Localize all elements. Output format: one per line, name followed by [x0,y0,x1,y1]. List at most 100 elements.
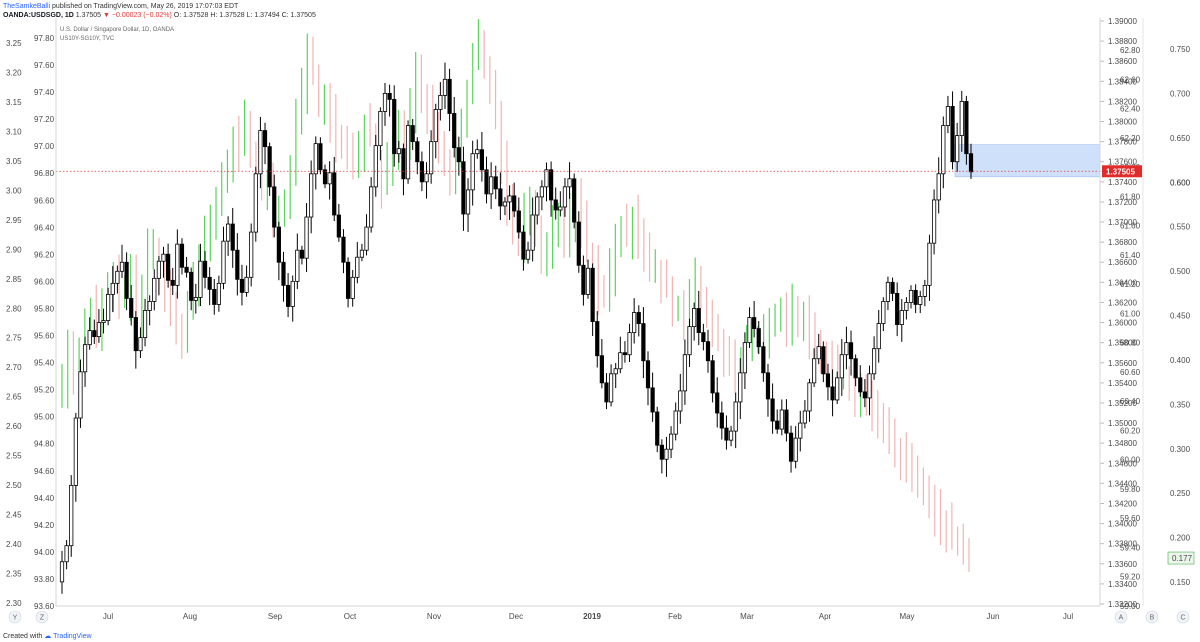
candle-body [705,341,711,362]
candle-body [881,301,886,324]
tradingview-brand[interactable]: TradingView [53,633,92,640]
candle-body [152,277,157,302]
right-price-tick: 1.34200 [1108,499,1137,508]
right-mid-tick: 61.00 [1120,309,1141,318]
candle-body [299,249,305,259]
right-price-tick: 1.37800 [1108,138,1137,147]
right-spread-tick: 0.500 [1170,267,1191,276]
right-price-tick: 1.38400 [1108,77,1137,86]
time-axis-label: Feb [668,612,682,621]
candle-body [142,310,148,339]
candle-body [355,256,360,278]
candle-body [696,308,701,334]
candle-body [825,373,831,388]
candle-body [812,358,817,384]
candle-body [715,392,720,414]
axis-button-z[interactable] [35,610,49,624]
candle-body [124,261,129,299]
last-price-tag-text: 1.37505 [1106,167,1135,176]
left-outer-tick: 2.65 [6,393,22,402]
candle-body [461,161,466,215]
price-zone-rectangle[interactable] [954,144,1101,178]
candle-body [262,130,268,148]
candle-body [922,284,927,297]
candle-body [276,226,281,263]
left-outer-tick: 2.40 [6,540,22,549]
right-price-tick: 1.33800 [1108,540,1137,549]
candle-body [876,323,881,350]
candle-body [290,280,295,307]
right-spread-tick: 0.300 [1170,445,1191,454]
chart-header: TheSamkeBalli published on TradingView.c… [3,2,316,20]
candle-body [198,260,203,298]
candle-body [710,360,715,394]
left-inner-tick: 95.60 [34,332,55,341]
right-mid-tick: 62.60 [1120,75,1141,84]
candle-body [678,390,683,412]
candle-body [872,348,877,375]
right-spread-tick: 0.200 [1170,534,1191,543]
candle-body [733,401,738,432]
candle-body [918,296,923,305]
axis-button-label: A [1119,615,1124,622]
right-mid-tick: 59.20 [1120,573,1141,582]
candle-body [87,330,92,346]
candle-body [927,242,932,286]
tradingview-logo-icon: ☁ [44,633,52,640]
time-axis-label: May [899,612,914,621]
right-price-tick: 1.39000 [1108,17,1137,26]
candle-body [595,321,600,357]
candle-body [793,437,798,462]
left-inner-tick: 94.00 [34,548,55,557]
price-change: ▼ −0.00023 (−0.02%) [103,12,172,19]
candle-body [830,386,835,401]
left-inner-tick: 96.20 [34,250,55,259]
candle-body [285,284,291,307]
right-mid-tick: 61.40 [1120,251,1141,260]
candle-body [175,243,180,286]
last-price-tag [1102,165,1142,178]
candle-body [295,249,300,282]
candle-body [931,199,937,244]
axis-button-b[interactable] [1145,610,1159,624]
candle-body [692,308,697,327]
right-price-tick: 1.35000 [1108,419,1137,428]
right-spread-tick: 0.600 [1170,178,1191,187]
left-inner-tick: 94.40 [34,494,55,503]
candle-body [133,317,138,352]
left-inner-tick: 94.20 [34,521,55,530]
right-mid-tick: 62.40 [1120,105,1141,114]
candle-body [212,288,217,305]
candle-body [544,169,549,188]
candle-body [138,337,143,352]
candle-body [627,332,632,356]
axis-button-y[interactable] [8,610,22,624]
candle-body [364,226,369,251]
author-link[interactable]: TheSamkeBalli [3,3,51,10]
right-price-tick: 1.37000 [1108,218,1137,227]
axis-button-c[interactable] [1176,610,1190,624]
candle-body [304,216,309,259]
candle-body [562,186,568,208]
axis-button-a[interactable] [1114,610,1128,624]
candle-body [636,312,641,324]
candle-body [447,78,452,114]
candle-body [318,143,323,171]
candle-body [281,261,286,286]
right-price-tick: 1.35800 [1108,339,1137,348]
candle-body [581,264,586,295]
candle-body [82,344,88,373]
left-inner-tick: 93.80 [34,575,55,584]
candle-body [387,92,392,100]
candle-body [525,249,531,260]
right-spread-tick: 0.250 [1170,489,1191,498]
candle-body [433,109,438,143]
right-price-tick: 1.36600 [1108,258,1137,267]
time-axis-label: Sep [268,612,283,621]
candle-body [110,282,115,295]
right-price-tick: 1.33400 [1108,580,1137,589]
published-text: published on TradingView.com, May 26, 20… [52,3,239,10]
candle-body [207,276,212,290]
